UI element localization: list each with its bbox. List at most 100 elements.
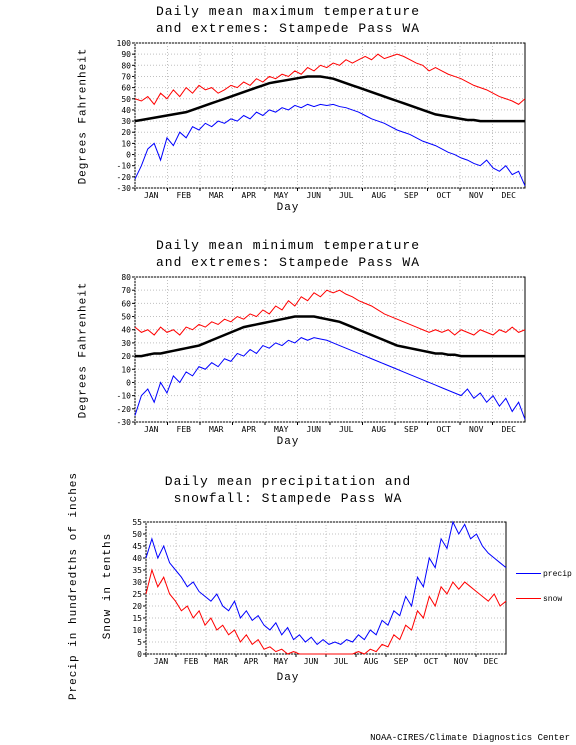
chart1-ylabel: Degrees Fahrenheit bbox=[77, 47, 89, 184]
svg-text:JUL: JUL bbox=[339, 191, 354, 200]
svg-text:50: 50 bbox=[132, 530, 142, 539]
svg-text:JUL: JUL bbox=[334, 657, 349, 666]
svg-text:30: 30 bbox=[121, 117, 131, 126]
chart2-ylabel: Degrees Fahrenheit bbox=[77, 281, 89, 418]
svg-text:35: 35 bbox=[132, 566, 142, 575]
chart3-ylabel-line2: Snow in tenths bbox=[102, 533, 114, 639]
svg-text:20: 20 bbox=[132, 602, 142, 611]
svg-text:70: 70 bbox=[121, 286, 131, 295]
svg-text:55: 55 bbox=[132, 518, 142, 527]
svg-text:FEB: FEB bbox=[184, 657, 199, 666]
chart3-title-line2: snowfall: Stampede Pass WA bbox=[174, 491, 403, 506]
svg-text:JUN: JUN bbox=[307, 425, 322, 434]
precip-legend-label: precip bbox=[543, 570, 572, 579]
svg-text:30: 30 bbox=[132, 578, 142, 587]
svg-text:20: 20 bbox=[121, 128, 131, 137]
svg-text:SEP: SEP bbox=[394, 657, 409, 666]
svg-text:MAY: MAY bbox=[274, 425, 289, 434]
svg-text:0: 0 bbox=[137, 650, 142, 659]
chart2-container: Daily mean minimum temperature and extre… bbox=[0, 234, 576, 448]
svg-text:MAR: MAR bbox=[214, 657, 229, 666]
svg-text:0: 0 bbox=[126, 378, 131, 387]
svg-text:25: 25 bbox=[132, 590, 142, 599]
svg-text:JUN: JUN bbox=[304, 657, 319, 666]
svg-text:OCT: OCT bbox=[437, 425, 452, 434]
chart2-xlabel: Day bbox=[0, 436, 576, 448]
chart3-svg: 0510152025303540455055JANFEBMARAPRMAYJUN… bbox=[0, 510, 576, 670]
svg-text:NOV: NOV bbox=[454, 657, 469, 666]
chart2-area: Degrees Fahrenheit -30 -20 -10 0 10 20 30 40 50 6… bbox=[0, 274, 576, 434]
chart3-ylabel-line1: Precip in hundredths of inches bbox=[68, 472, 80, 700]
svg-text:AUG: AUG bbox=[372, 191, 387, 200]
svg-text:45: 45 bbox=[132, 542, 142, 551]
svg-text:MAR: MAR bbox=[209, 191, 224, 200]
svg-text:10: 10 bbox=[121, 139, 131, 148]
svg-text:60: 60 bbox=[121, 83, 131, 92]
svg-text:5: 5 bbox=[137, 638, 142, 647]
svg-text:60: 60 bbox=[121, 299, 131, 308]
chart1-title-line2: and extremes: Stampede Pass WA bbox=[156, 21, 420, 36]
svg-text:40: 40 bbox=[121, 326, 131, 335]
chart2-title-line1: Daily mean minimum temperature bbox=[156, 238, 420, 253]
svg-text:JAN: JAN bbox=[154, 657, 169, 666]
svg-text:JAN: JAN bbox=[144, 425, 159, 434]
svg-text:10: 10 bbox=[121, 365, 131, 374]
footer-text: NOAA-CIRES/Climate Diagnostics Center bbox=[370, 733, 570, 743]
svg-text:FEB: FEB bbox=[177, 425, 192, 434]
svg-text:40: 40 bbox=[121, 106, 131, 115]
svg-text:15: 15 bbox=[132, 614, 142, 623]
svg-text:APR: APR bbox=[244, 657, 259, 666]
chart2-title: Daily mean minimum temperature and extre… bbox=[0, 238, 576, 272]
svg-text:50: 50 bbox=[121, 312, 131, 321]
svg-text:0: 0 bbox=[126, 150, 131, 159]
svg-text:-30: -30 bbox=[117, 184, 132, 193]
svg-text:AUG: AUG bbox=[364, 657, 379, 666]
svg-text:AUG: AUG bbox=[372, 425, 387, 434]
svg-text:DEC: DEC bbox=[502, 425, 517, 434]
svg-text:NOV: NOV bbox=[469, 425, 484, 434]
snow-legend-line bbox=[516, 598, 541, 599]
chart1-container: Daily mean maximum temperature and extre… bbox=[0, 0, 576, 214]
svg-text:-30: -30 bbox=[117, 418, 132, 427]
chart3-container: Daily mean precipitation and snowfall: S… bbox=[0, 470, 576, 684]
precip-legend-line bbox=[516, 573, 541, 574]
svg-text:MAY: MAY bbox=[274, 191, 289, 200]
chart3-area: Precip in hundredths of inches Snow in t… bbox=[0, 510, 576, 670]
chart1-xlabel: Day bbox=[0, 202, 576, 214]
chart1-title-line1: Daily mean maximum temperature bbox=[156, 4, 420, 19]
svg-text:MAR: MAR bbox=[209, 425, 224, 434]
svg-text:SEP: SEP bbox=[404, 191, 419, 200]
svg-text:70: 70 bbox=[121, 72, 131, 81]
chart3-title-line1: Daily mean precipitation and bbox=[165, 474, 411, 489]
svg-text:OCT: OCT bbox=[424, 657, 439, 666]
svg-text:JAN: JAN bbox=[144, 191, 159, 200]
svg-text:NOV: NOV bbox=[469, 191, 484, 200]
chart2-title-line2: and extremes: Stampede Pass WA bbox=[156, 255, 420, 270]
chart1-title: Daily mean maximum temperature and extre… bbox=[0, 4, 576, 38]
svg-text:50: 50 bbox=[121, 95, 131, 104]
svg-text:OCT: OCT bbox=[437, 191, 452, 200]
svg-text:80: 80 bbox=[121, 61, 131, 70]
svg-text:DEC: DEC bbox=[502, 191, 517, 200]
svg-text:DEC: DEC bbox=[484, 657, 499, 666]
svg-text:80: 80 bbox=[121, 274, 131, 282]
svg-text:MAY: MAY bbox=[274, 657, 289, 666]
svg-text:JUL: JUL bbox=[339, 425, 354, 434]
chart1-area: Degrees Fahrenheit -30 -20 -10 0 10 20 30 40 50 6… bbox=[0, 40, 576, 200]
svg-text:APR: APR bbox=[242, 425, 257, 434]
chart3-title: Daily mean precipitation and snowfall: S… bbox=[0, 474, 576, 508]
svg-text:10: 10 bbox=[132, 626, 142, 635]
chart3-legend-precip: precip bbox=[516, 570, 572, 579]
svg-text:90: 90 bbox=[121, 50, 131, 59]
svg-text:JUN: JUN bbox=[307, 191, 322, 200]
svg-text:-20: -20 bbox=[117, 405, 132, 414]
svg-text:SEP: SEP bbox=[404, 425, 419, 434]
chart3-legend-snow: snow bbox=[516, 595, 562, 604]
page: Daily mean maximum temperature and extre… bbox=[0, 0, 576, 745]
svg-text:100: 100 bbox=[117, 40, 132, 48]
svg-text:-10: -10 bbox=[117, 391, 132, 400]
svg-text:20: 20 bbox=[121, 352, 131, 361]
svg-text:-20: -20 bbox=[117, 173, 132, 182]
svg-text:30: 30 bbox=[121, 339, 131, 348]
svg-text:-10: -10 bbox=[117, 161, 132, 170]
